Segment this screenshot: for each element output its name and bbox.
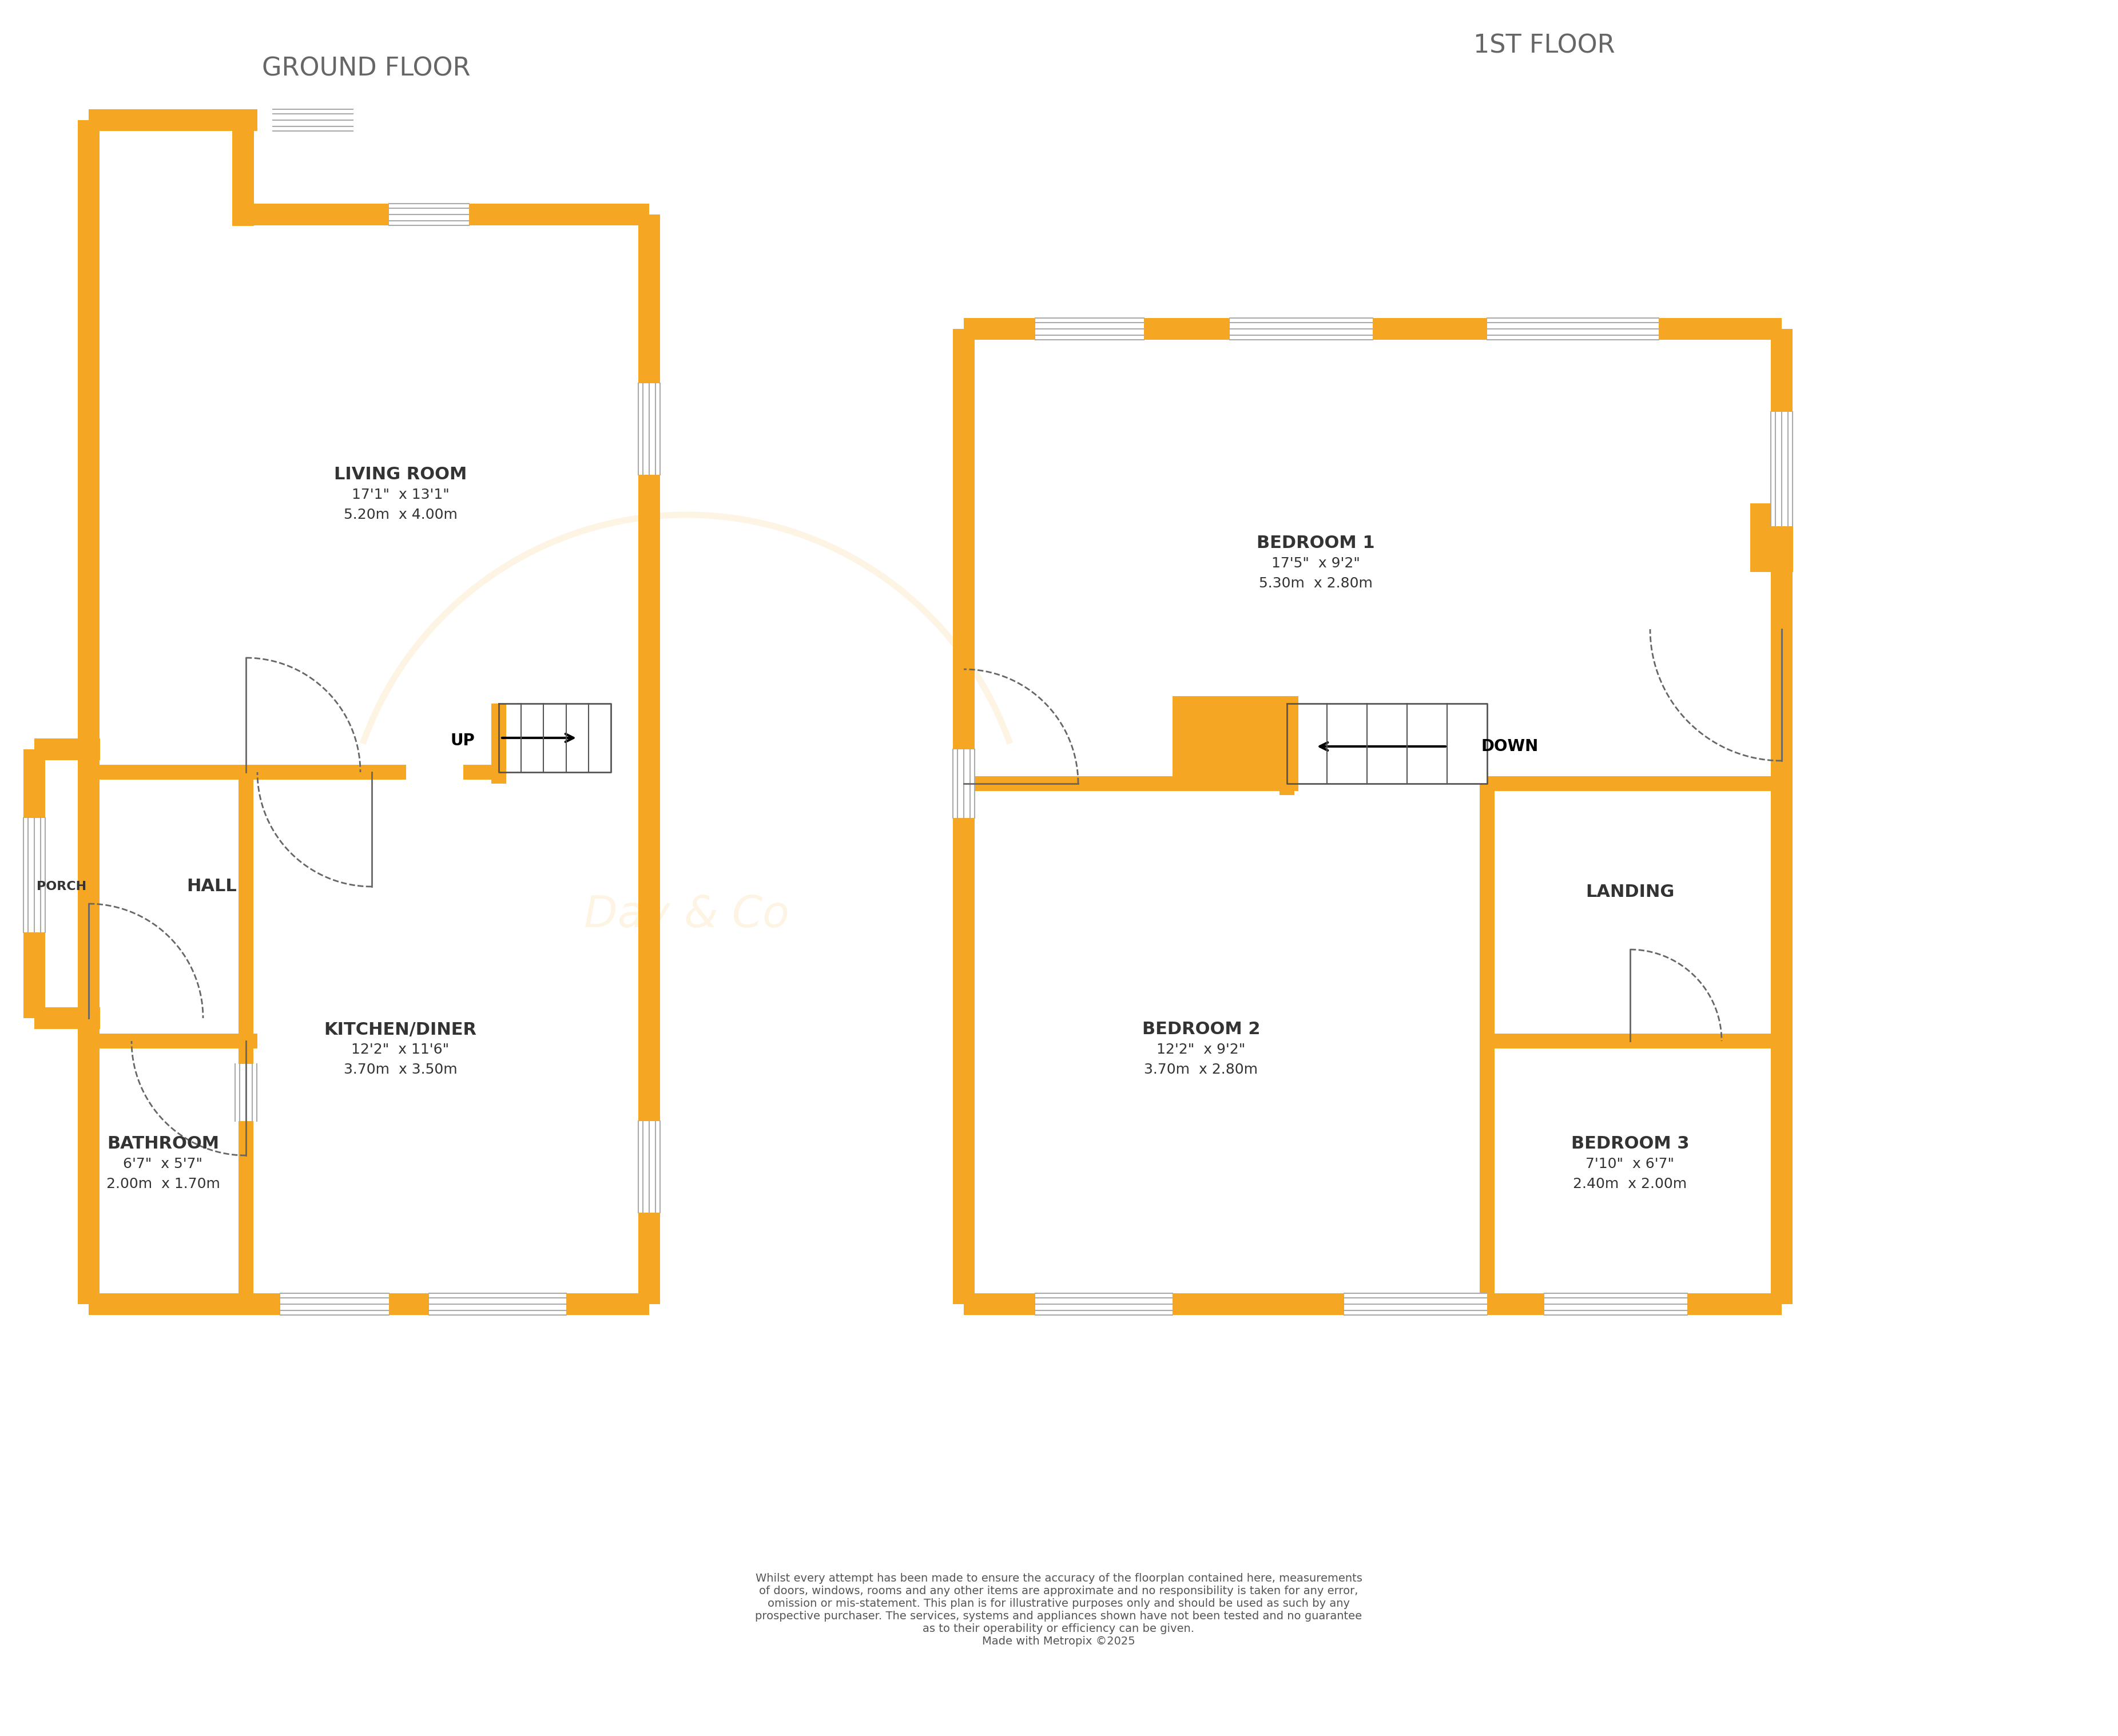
- Bar: [1279, 703, 1294, 795]
- Bar: [638, 384, 661, 474]
- Text: LIVING ROOM: LIVING ROOM: [335, 467, 466, 483]
- Bar: [233, 120, 254, 226]
- Text: 17'1"  x 13'1": 17'1" x 13'1": [352, 488, 449, 502]
- Bar: [1487, 776, 1781, 792]
- Text: Day & Co: Day & Co: [585, 894, 790, 936]
- Text: 3.70m  x 3.50m: 3.70m x 3.50m: [343, 1062, 457, 1076]
- Text: LANDING: LANDING: [1586, 884, 1675, 901]
- Bar: [235, 1064, 256, 1121]
- Bar: [1173, 696, 1298, 712]
- Bar: [34, 1007, 100, 1029]
- Bar: [964, 318, 1781, 340]
- Text: 7'10"  x 6'7": 7'10" x 6'7": [1586, 1158, 1675, 1170]
- Text: 12'2"  x 11'6": 12'2" x 11'6": [352, 1043, 449, 1057]
- Bar: [1487, 318, 1658, 340]
- Text: UP: UP: [451, 733, 474, 748]
- Text: 17'5"  x 9'2": 17'5" x 9'2": [1271, 557, 1360, 571]
- Text: 2.00m  x 1.70m: 2.00m x 1.70m: [106, 1177, 220, 1191]
- Text: 12'2"  x 9'2": 12'2" x 9'2": [1156, 1043, 1245, 1057]
- Bar: [638, 215, 661, 1304]
- Text: BEDROOM 2: BEDROOM 2: [1142, 1021, 1260, 1038]
- Bar: [273, 109, 354, 130]
- Bar: [23, 750, 44, 1017]
- Bar: [1173, 703, 1298, 783]
- Bar: [964, 776, 1298, 792]
- Bar: [1231, 318, 1372, 340]
- Text: DOWN: DOWN: [1480, 738, 1540, 755]
- Text: BEDROOM 3: BEDROOM 3: [1572, 1135, 1690, 1153]
- Text: BATHROOM: BATHROOM: [106, 1135, 218, 1153]
- Bar: [1345, 1293, 1487, 1314]
- Text: 6'7"  x 5'7": 6'7" x 5'7": [123, 1158, 203, 1170]
- Text: 5.20m  x 4.00m: 5.20m x 4.00m: [343, 509, 457, 521]
- Bar: [953, 328, 974, 1304]
- Bar: [1771, 411, 1792, 526]
- Bar: [953, 750, 974, 818]
- Text: HALL: HALL: [186, 878, 237, 894]
- Bar: [244, 203, 650, 226]
- Text: PORCH: PORCH: [36, 880, 87, 892]
- Bar: [89, 1033, 258, 1049]
- Bar: [280, 1293, 390, 1314]
- Text: BEDROOM 1: BEDROOM 1: [1256, 535, 1375, 552]
- Text: GROUND FLOOR: GROUND FLOOR: [263, 56, 470, 82]
- Bar: [491, 703, 506, 783]
- Bar: [1036, 1293, 1173, 1314]
- Bar: [390, 203, 468, 226]
- Bar: [1487, 1033, 1781, 1049]
- Text: Whilst every attempt has been made to ensure the accuracy of the floorplan conta: Whilst every attempt has been made to en…: [756, 1573, 1362, 1647]
- Text: 5.30m  x 2.80m: 5.30m x 2.80m: [1258, 576, 1372, 590]
- Text: 1ST FLOOR: 1ST FLOOR: [1474, 33, 1616, 57]
- Text: 3.70m  x 2.80m: 3.70m x 2.80m: [1144, 1062, 1258, 1076]
- Bar: [464, 766, 504, 779]
- Bar: [1771, 328, 1792, 1304]
- Text: 2.40m  x 2.00m: 2.40m x 2.00m: [1574, 1177, 1688, 1191]
- Bar: [89, 109, 258, 130]
- Bar: [239, 773, 254, 1304]
- Bar: [430, 1293, 566, 1314]
- Bar: [34, 738, 100, 760]
- Bar: [23, 818, 44, 932]
- Bar: [638, 1121, 661, 1213]
- Bar: [1036, 318, 1144, 340]
- Bar: [1480, 783, 1495, 1304]
- Bar: [1544, 1293, 1688, 1314]
- Bar: [78, 120, 100, 1304]
- Bar: [1749, 503, 1794, 571]
- Text: KITCHEN/DINER: KITCHEN/DINER: [324, 1021, 477, 1038]
- Bar: [89, 1293, 650, 1314]
- Bar: [89, 766, 407, 779]
- Bar: [964, 1293, 1781, 1314]
